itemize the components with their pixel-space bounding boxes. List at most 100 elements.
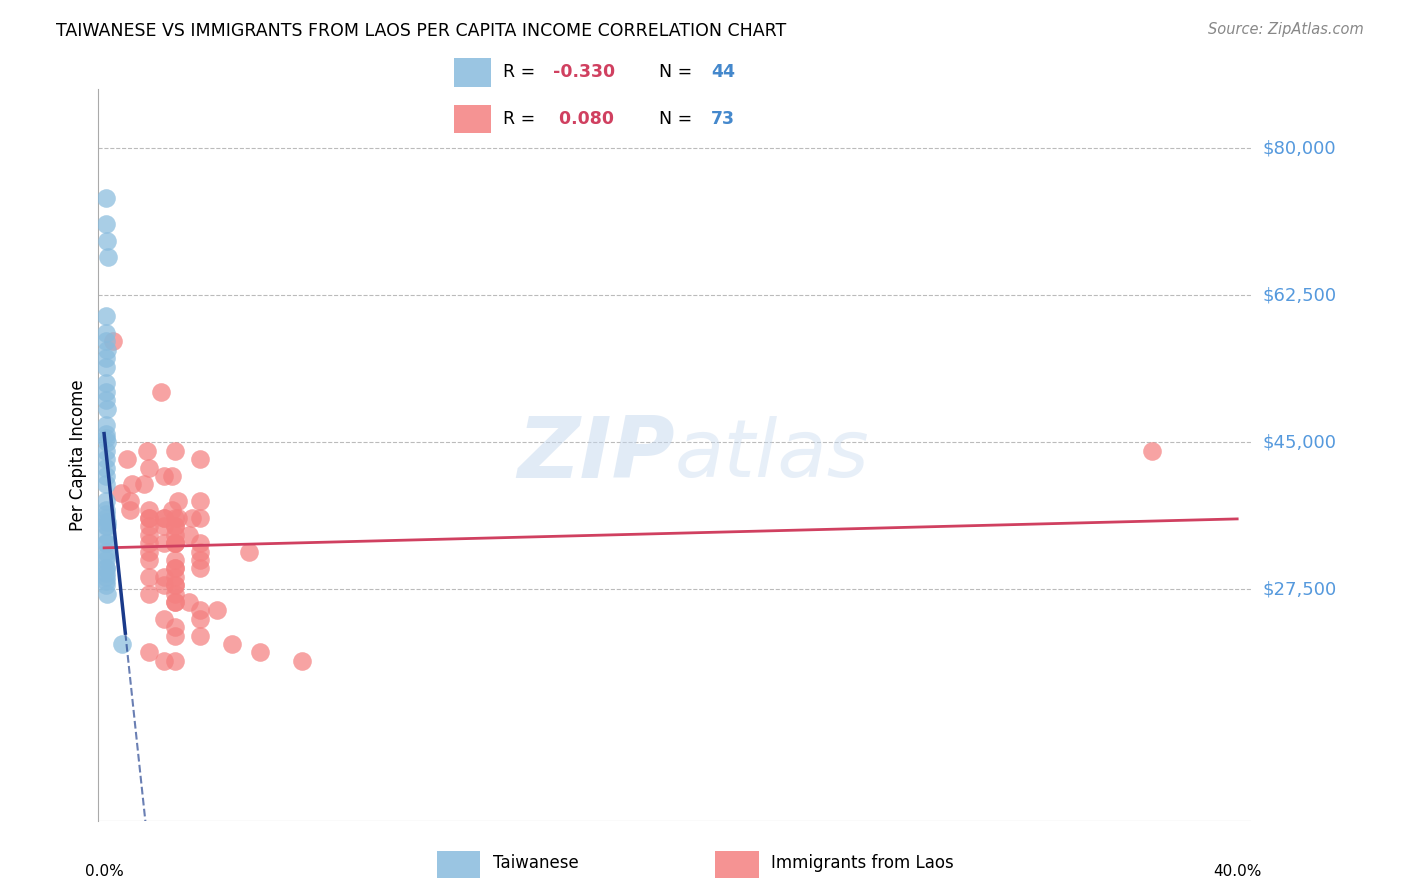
Text: 73: 73 [711, 111, 735, 128]
Point [163, 519, 186, 533]
Point [190, 629, 212, 643]
Point [97, 251, 120, 265]
Point [163, 561, 186, 575]
Text: N =: N = [659, 111, 697, 128]
Point [96, 192, 118, 206]
Point [163, 578, 186, 592]
Point [152, 654, 174, 668]
Point [152, 511, 174, 525]
Point [96, 443, 118, 458]
Point [163, 528, 186, 542]
Point [163, 595, 186, 609]
Point [96, 528, 118, 542]
Point [96, 343, 118, 357]
Text: atlas: atlas [675, 416, 870, 494]
Point [152, 612, 174, 626]
Point [163, 587, 186, 601]
Point [96, 549, 118, 563]
Point [96, 217, 118, 231]
Point [152, 469, 174, 483]
Point [96, 553, 118, 567]
Point [96, 570, 118, 584]
Text: TAIWANESE VS IMMIGRANTS FROM LAOS PER CAPITA INCOME CORRELATION CHART: TAIWANESE VS IMMIGRANTS FROM LAOS PER CA… [56, 22, 786, 40]
Point [96, 561, 118, 575]
Point [135, 443, 157, 458]
Point [190, 494, 212, 508]
Point [138, 645, 160, 659]
Point [163, 536, 186, 550]
Point [101, 334, 124, 349]
Text: Immigrants from Laos: Immigrants from Laos [770, 854, 953, 872]
Point [96, 511, 118, 525]
Point [138, 570, 160, 584]
Point [163, 511, 186, 525]
Point [96, 426, 118, 441]
Bar [454, 59, 491, 87]
Text: $45,000: $45,000 [1263, 434, 1337, 451]
Point [190, 511, 212, 525]
Point [96, 536, 118, 550]
Point [96, 384, 118, 399]
Point [96, 326, 118, 340]
Point [96, 502, 118, 516]
Point [138, 553, 160, 567]
Point [96, 376, 118, 391]
Point [138, 511, 160, 525]
Point [163, 570, 186, 584]
Point [96, 536, 118, 550]
Point [96, 544, 118, 558]
Point [163, 561, 186, 575]
Point [96, 561, 118, 575]
Point [190, 536, 212, 550]
Point [190, 452, 212, 467]
Point [190, 544, 212, 558]
Point [96, 566, 118, 580]
Point [190, 553, 212, 567]
Point [152, 536, 174, 550]
Text: 40.0%: 40.0% [1213, 864, 1261, 880]
Point [138, 502, 160, 516]
Point [138, 528, 160, 542]
Point [163, 536, 186, 550]
Point [163, 553, 186, 567]
Point [96, 418, 118, 433]
Point [291, 654, 314, 668]
Point [96, 431, 118, 445]
Point [96, 519, 118, 533]
Point [96, 393, 118, 408]
Point [96, 515, 118, 529]
Point [110, 485, 132, 500]
Point [152, 519, 174, 533]
Point [96, 351, 118, 366]
Point [221, 637, 243, 651]
Point [96, 401, 118, 416]
Point [177, 595, 200, 609]
Point [96, 519, 118, 533]
Y-axis label: Per Capita Income: Per Capita Income [69, 379, 87, 531]
Point [138, 587, 160, 601]
Point [96, 574, 118, 588]
Bar [716, 851, 759, 878]
Point [138, 544, 160, 558]
Point [163, 620, 186, 634]
Text: $62,500: $62,500 [1263, 286, 1337, 304]
Point [190, 603, 212, 617]
Text: Source: ZipAtlas.com: Source: ZipAtlas.com [1208, 22, 1364, 37]
Point [180, 511, 202, 525]
Point [163, 629, 186, 643]
Text: $27,500: $27,500 [1263, 581, 1337, 599]
Point [249, 645, 271, 659]
Point [96, 234, 118, 248]
Point [96, 477, 118, 491]
Text: N =: N = [659, 63, 697, 81]
Point [190, 612, 212, 626]
Point [163, 519, 186, 533]
Point [118, 494, 141, 508]
Point [163, 536, 186, 550]
Point [163, 654, 186, 668]
Point [152, 511, 174, 525]
Text: Taiwanese: Taiwanese [492, 854, 578, 872]
Point [121, 477, 143, 491]
Point [190, 561, 212, 575]
Bar [454, 105, 491, 134]
